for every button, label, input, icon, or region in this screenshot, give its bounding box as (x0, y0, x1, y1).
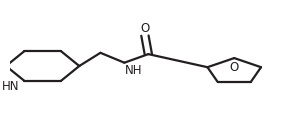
Text: O: O (140, 22, 150, 35)
Text: NH: NH (125, 64, 143, 77)
Text: HN: HN (2, 80, 19, 93)
Text: O: O (230, 61, 239, 74)
